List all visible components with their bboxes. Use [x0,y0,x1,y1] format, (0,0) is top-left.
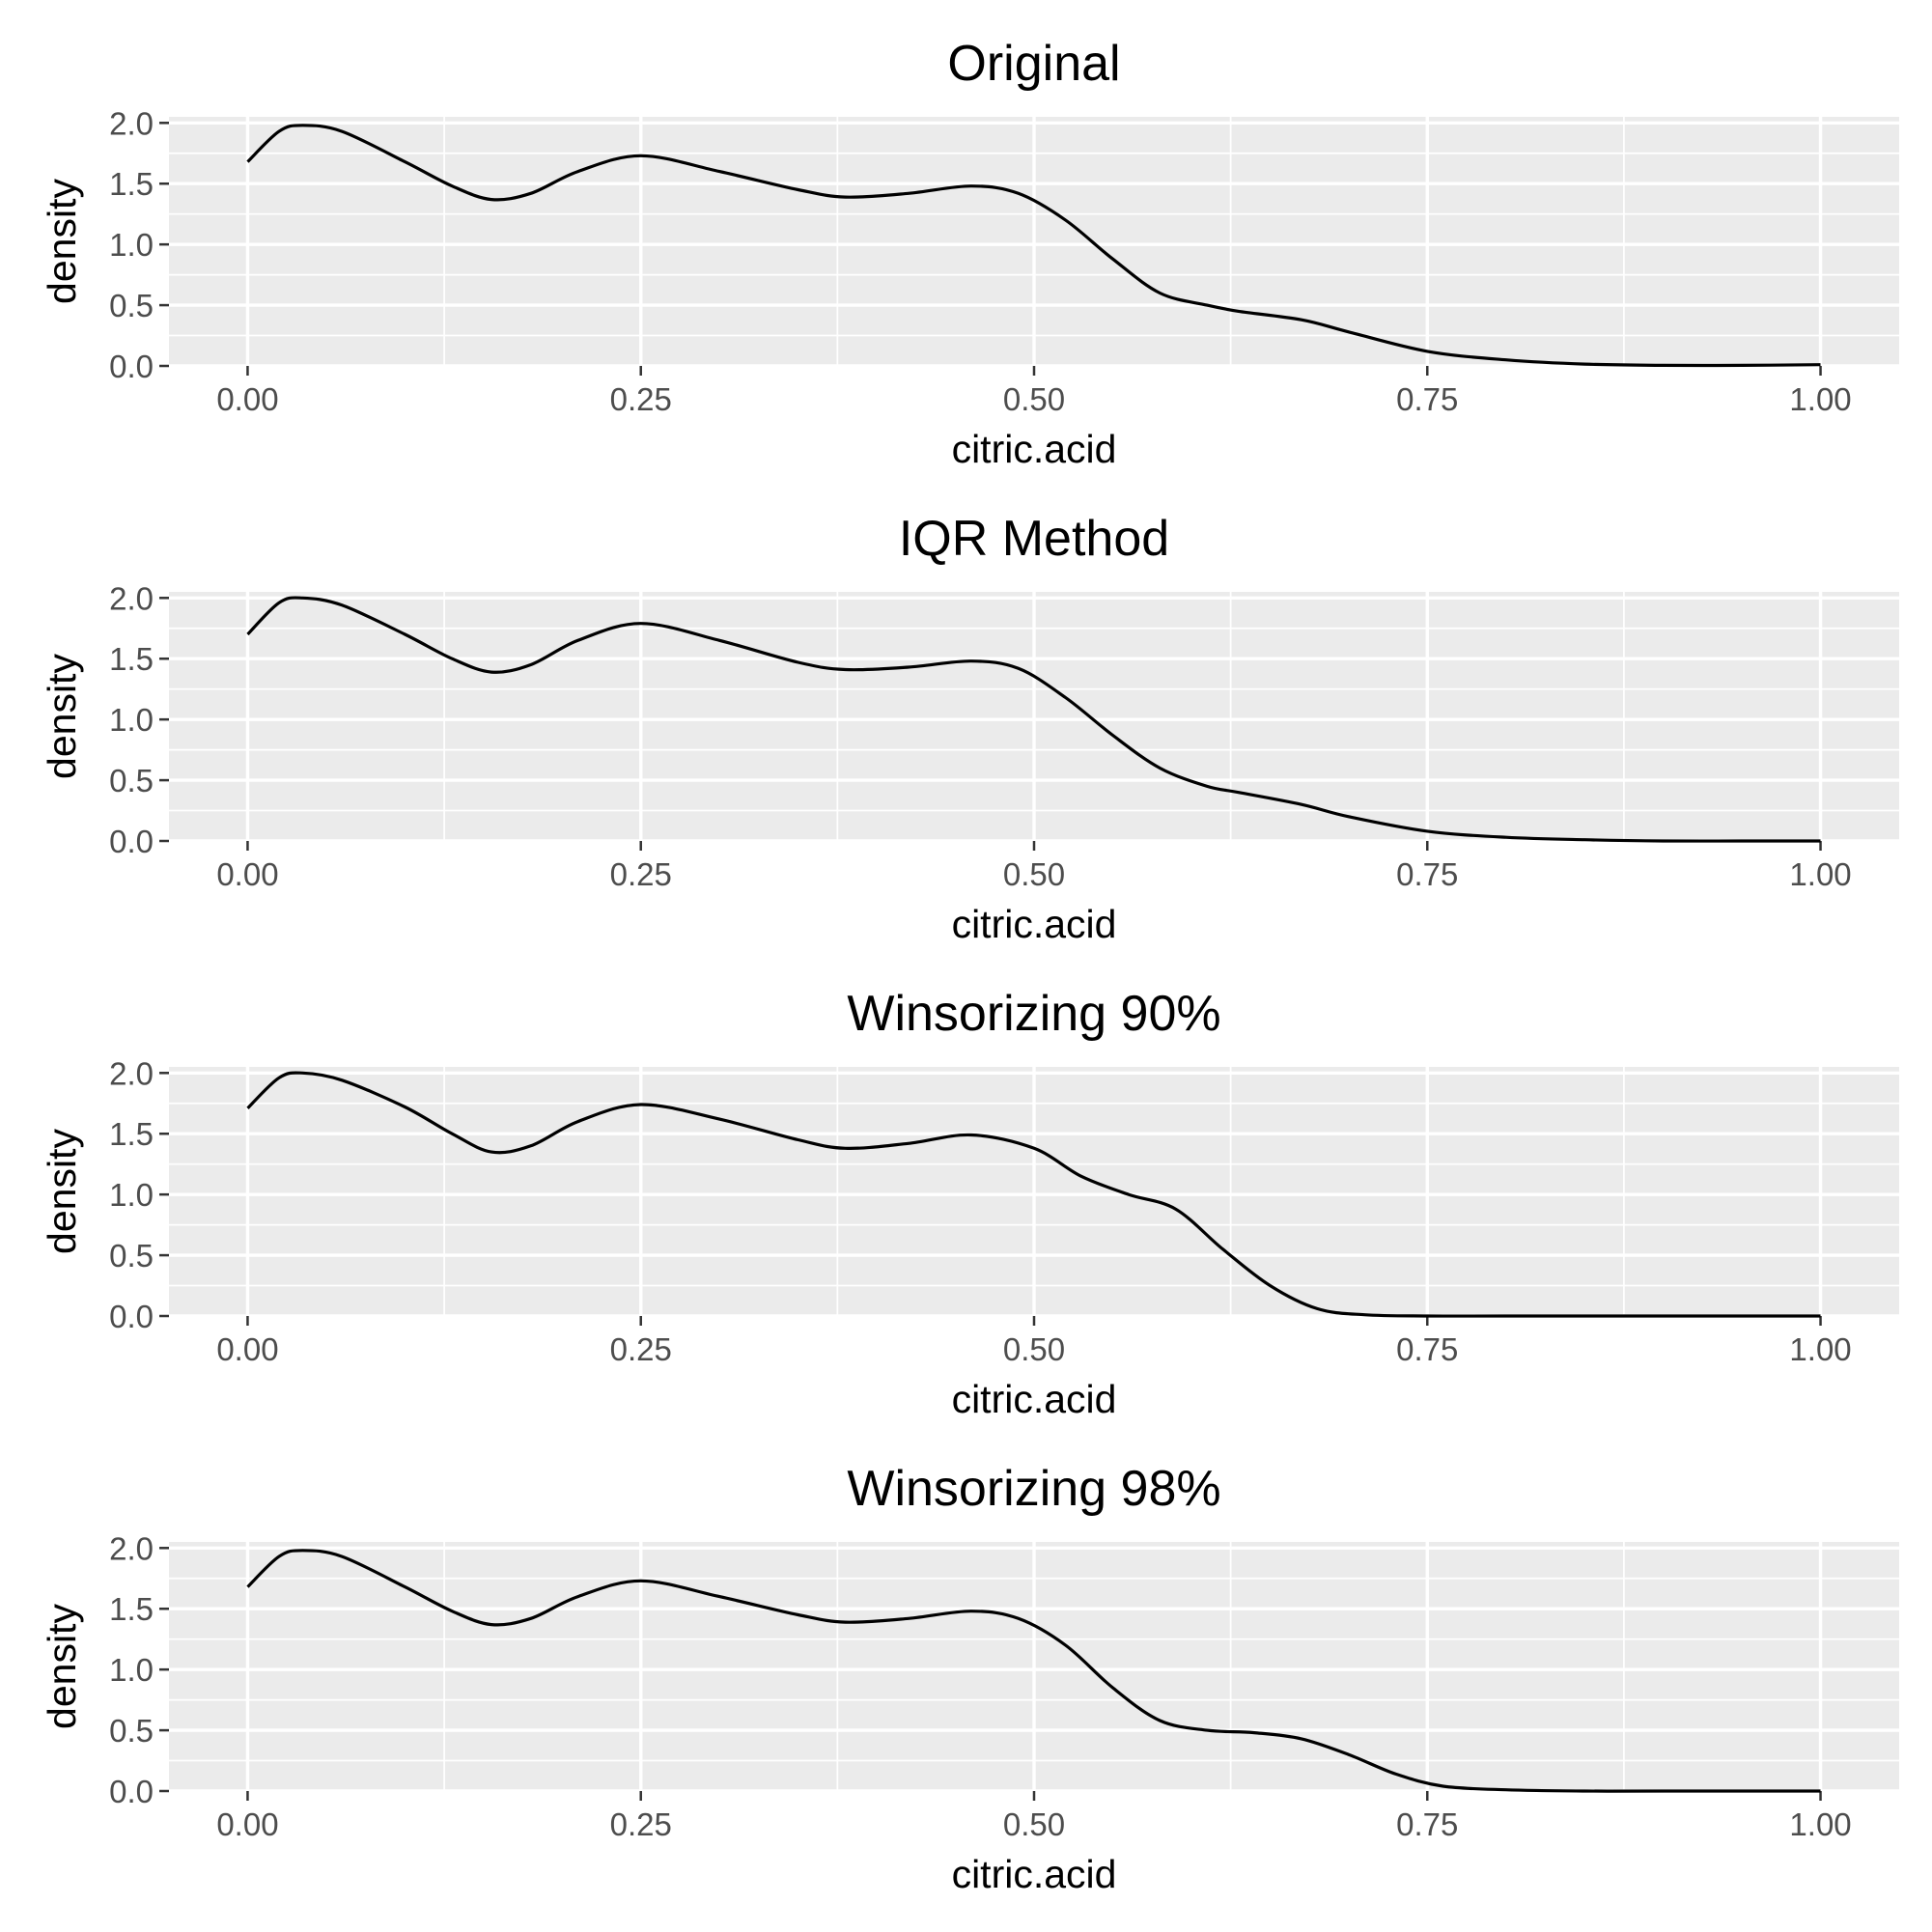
y-tick-label: 1.5 [109,641,154,677]
x-tick-label: 0.50 [1003,1331,1065,1367]
y-axis-title: density [40,654,84,779]
density-line-series-1 [246,596,1821,843]
chart-panel-3: Winsorizing 90% 0.0 0.5 1.0 1.5 2.0 0.00 0.25 0.… [40,986,1899,1421]
x-tick-label: 0.00 [216,1331,278,1367]
chart-title: Winsorizing 90% [847,986,1220,1042]
y-axis-title: density [40,1129,84,1254]
x-tick-label: 0.50 [1003,856,1065,892]
y-tick-label: 1.0 [109,702,154,738]
y-tick-label: 2.0 [109,1530,154,1566]
x-tick-label: 0.25 [610,381,672,417]
y-tick-label: 0.5 [109,1238,154,1274]
y-tick-label: 1.0 [109,227,154,263]
y-tick-label: 0.0 [109,1299,154,1334]
y-tick-label: 0.0 [109,349,154,384]
x-tick-label: 0.25 [610,1331,672,1367]
y-tick-label: 1.0 [109,1177,154,1213]
y-tick-label: 2.0 [109,580,154,616]
y-tick-label: 0.5 [109,1713,154,1749]
x-tick-label: 0.50 [1003,381,1065,417]
x-tick-label: 0.25 [610,856,672,892]
chart-panel-4: Winsorizing 98% 0.0 0.5 1.0 1.5 2.0 0.00 0.25 0.… [40,1461,1899,1896]
chart-panel-1: Original 0.0 0.5 1.0 1.5 2.0 0.00 0.25 0.50 0.75 1… [40,36,1899,471]
x-tick-label: 0.50 [1003,1806,1065,1842]
density-line-series-1 [246,1549,1821,1793]
x-axis-title: citric.acid [952,427,1117,471]
x-tick-label: 0.75 [1396,381,1458,417]
x-tick-label: 1.00 [1789,1806,1851,1842]
y-tick-label: 2.0 [109,1055,154,1091]
x-tick-label: 0.75 [1396,856,1458,892]
x-tick-label: 1.00 [1789,1331,1851,1367]
x-tick-label: 0.25 [610,1806,672,1842]
y-tick-label: 1.5 [109,1591,154,1627]
chart-title: IQR Method [899,511,1169,567]
x-axis-title: citric.acid [952,1377,1117,1421]
y-tick-label: 1.0 [109,1652,154,1688]
chart-title: Winsorizing 98% [847,1461,1220,1517]
chart-panel-2: IQR Method 0.0 0.5 1.0 1.5 2.0 0.00 0.25 0.50 0.7… [40,511,1899,946]
x-tick-label: 1.00 [1789,381,1851,417]
y-tick-label: 0.5 [109,288,154,323]
chart-title: Original [947,36,1120,92]
y-tick-label: 2.0 [109,105,154,141]
y-axis-title: density [40,1604,84,1729]
x-tick-label: 1.00 [1789,856,1851,892]
x-tick-label: 0.00 [216,856,278,892]
y-axis-title: density [40,179,84,304]
y-tick-label: 0.0 [109,824,154,859]
density-line-series-1 [246,1071,1821,1318]
density-line-series-1 [246,124,1821,368]
x-tick-label: 0.75 [1396,1806,1458,1842]
y-tick-label: 1.5 [109,166,154,202]
y-tick-label: 0.0 [109,1774,154,1809]
x-tick-label: 0.00 [216,381,278,417]
x-axis-title: citric.acid [952,902,1117,946]
y-tick-label: 1.5 [109,1116,154,1152]
x-tick-label: 0.00 [216,1806,278,1842]
x-axis-title: citric.acid [952,1852,1117,1896]
y-tick-label: 0.5 [109,763,154,798]
x-tick-label: 0.75 [1396,1331,1458,1367]
